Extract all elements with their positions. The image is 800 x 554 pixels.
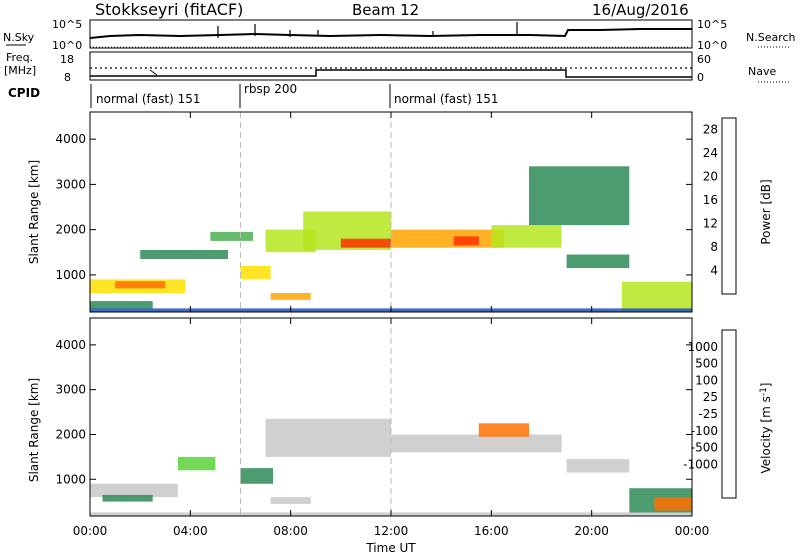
time-tick-label: 04:00 bbox=[173, 524, 208, 538]
freq-tick-bottom: 8 bbox=[64, 71, 71, 84]
velocity-colorbar-frame bbox=[721, 329, 737, 499]
cpid-segment-1: normal (fast) 151 bbox=[96, 92, 200, 106]
nave-tick-top: 60 bbox=[697, 53, 711, 66]
power-data-region bbox=[453, 236, 479, 246]
power-colorbar-label: Power [dB] bbox=[759, 179, 773, 244]
cpid-panel: CPID normal (fast) 151 rbsp 200 normal (… bbox=[8, 82, 498, 108]
time-tick-label: 12:00 bbox=[374, 524, 409, 538]
velocity-data-layer bbox=[90, 418, 692, 516]
velocity-colorbar-tick-label: 1000 bbox=[687, 340, 718, 354]
time-tick-label: 00:00 bbox=[73, 524, 108, 538]
power-ylabel: Slant Range [km] bbox=[27, 160, 41, 264]
beam-title: Beam 12 bbox=[352, 1, 419, 19]
velocity-data-region bbox=[102, 494, 153, 502]
velocity-colorbar-tick-label: 500 bbox=[695, 357, 718, 371]
nsky-tick-top: 10^5 bbox=[52, 18, 82, 31]
power-colorbar-tick-label: 12 bbox=[703, 217, 718, 231]
nave-label: Nave bbox=[748, 65, 776, 78]
power-panel: 1000 2000 3000 4000 Slant Range [km] 4 8 12 16… bbox=[27, 111, 773, 313]
velocity-colorbar-tick-label: 25 bbox=[703, 390, 718, 404]
station-title: Stokkseyri (fitACF) bbox=[95, 0, 243, 19]
cpid-label: CPID bbox=[8, 86, 40, 100]
nsearch-tick-bottom: 10^0 bbox=[697, 39, 727, 52]
velocity-frame bbox=[89, 317, 693, 517]
time-axis-ticks: 00:00 04:00 08:00 12:00 16:00 20:00 00:00 bbox=[73, 524, 710, 538]
power-colorbar-tick-label: 24 bbox=[703, 146, 718, 160]
power-data-region bbox=[270, 293, 311, 300]
cpid-segment-3: normal (fast) 151 bbox=[394, 92, 498, 106]
nave-tick-bottom: 0 bbox=[697, 71, 704, 84]
nsky-tick-bottom: 10^0 bbox=[52, 39, 82, 52]
nsearch-label: N.Search bbox=[746, 31, 796, 44]
freq-tick-top: 18 bbox=[60, 53, 74, 66]
nsky-panel: N.Sky 10^5 10^0 10^5 10^0 N.Search bbox=[3, 18, 796, 52]
velocity-colorbar-tick-label: -100 bbox=[691, 424, 718, 438]
power-colorbar-frame bbox=[721, 117, 737, 295]
power-data-region bbox=[491, 225, 562, 248]
velocity-ytick-label: 3000 bbox=[55, 383, 86, 397]
velocity-data-region bbox=[270, 497, 311, 504]
velocity-data-region bbox=[90, 483, 178, 498]
velocity-panel: 1000 2000 3000 4000 Slant Range [km] 1000 50… bbox=[27, 317, 773, 554]
time-axis-label: Time UT bbox=[365, 541, 416, 554]
velocity-data-region bbox=[240, 468, 274, 484]
velocity-data-region bbox=[566, 459, 630, 473]
time-tick-label: 16:00 bbox=[474, 524, 509, 538]
velocity-data-region bbox=[265, 418, 391, 457]
velocity-ytick-label: 4000 bbox=[55, 338, 86, 352]
velocity-unit-exponent: -1 bbox=[759, 387, 769, 396]
velocity-colorbar: 1000 500 100 25 -25 -100 -500 -1000 bbox=[683, 329, 737, 499]
velocity-data-region bbox=[654, 497, 692, 511]
power-ytick-label: 3000 bbox=[55, 177, 86, 191]
velocity-axes: 1000 2000 3000 4000 bbox=[55, 317, 693, 517]
power-colorbar-tick-label: 8 bbox=[710, 240, 718, 254]
velocity-colorbar-tick-label: -1000 bbox=[683, 457, 718, 471]
power-colorbar-tick-label: 20 bbox=[703, 170, 718, 184]
power-data-region bbox=[240, 265, 271, 280]
time-tick-label: 00:00 bbox=[675, 524, 710, 538]
velocity-ylabel: Slant Range [km] bbox=[27, 378, 41, 482]
velocity-ytick-label: 1000 bbox=[55, 472, 86, 486]
freq-unit-label: [MHz] bbox=[4, 64, 36, 77]
velocity-colorbar-tick-label: -25 bbox=[698, 407, 718, 421]
power-data-region bbox=[529, 166, 630, 226]
power-axes: 1000 2000 3000 4000 bbox=[55, 111, 693, 313]
velocity-data-region bbox=[177, 456, 216, 471]
velocity-data-region bbox=[391, 434, 562, 453]
power-ytick-label: 1000 bbox=[55, 268, 86, 282]
velocity-data-region bbox=[478, 423, 529, 437]
velocity-colorbar-tick-label: -500 bbox=[691, 441, 718, 455]
power-data-region bbox=[90, 301, 153, 309]
power-ytick-label: 4000 bbox=[55, 132, 86, 146]
nsky-label: N.Sky bbox=[3, 31, 35, 44]
freq-panel: Freq. [MHz] 18 8 60 0 Nave bbox=[4, 51, 790, 84]
nsearch-tick-top: 10^5 bbox=[697, 18, 727, 31]
power-ytick-label: 2000 bbox=[55, 223, 86, 237]
power-data-region bbox=[391, 229, 504, 248]
power-data-region bbox=[210, 231, 253, 241]
power-colorbar: 4 8 12 16 20 24 28 bbox=[703, 117, 737, 295]
velocity-ytick-label: 2000 bbox=[55, 427, 86, 441]
power-data-region bbox=[566, 254, 630, 269]
freq-label: Freq. bbox=[6, 51, 33, 64]
time-tick-label: 08:00 bbox=[273, 524, 308, 538]
power-colorbar-tick-label: 16 bbox=[703, 193, 718, 207]
power-data-region bbox=[340, 238, 391, 248]
power-data-layer bbox=[90, 166, 692, 312]
power-data-region bbox=[115, 281, 166, 289]
time-tick-label: 20:00 bbox=[574, 524, 609, 538]
velocity-colorbar-label: Velocity [m s-1] bbox=[759, 383, 773, 474]
power-data-region bbox=[621, 281, 692, 312]
power-colorbar-tick-label: 28 bbox=[703, 123, 718, 137]
power-data-region bbox=[140, 250, 228, 259]
date-title: 16/Aug/2016 bbox=[592, 1, 689, 19]
power-colorbar-tick-label: 4 bbox=[710, 264, 718, 278]
velocity-unit-close: ] bbox=[759, 383, 773, 388]
velocity-colorbar-tick-label: 100 bbox=[695, 373, 718, 387]
cpid-segment-2: rbsp 200 bbox=[244, 82, 297, 96]
